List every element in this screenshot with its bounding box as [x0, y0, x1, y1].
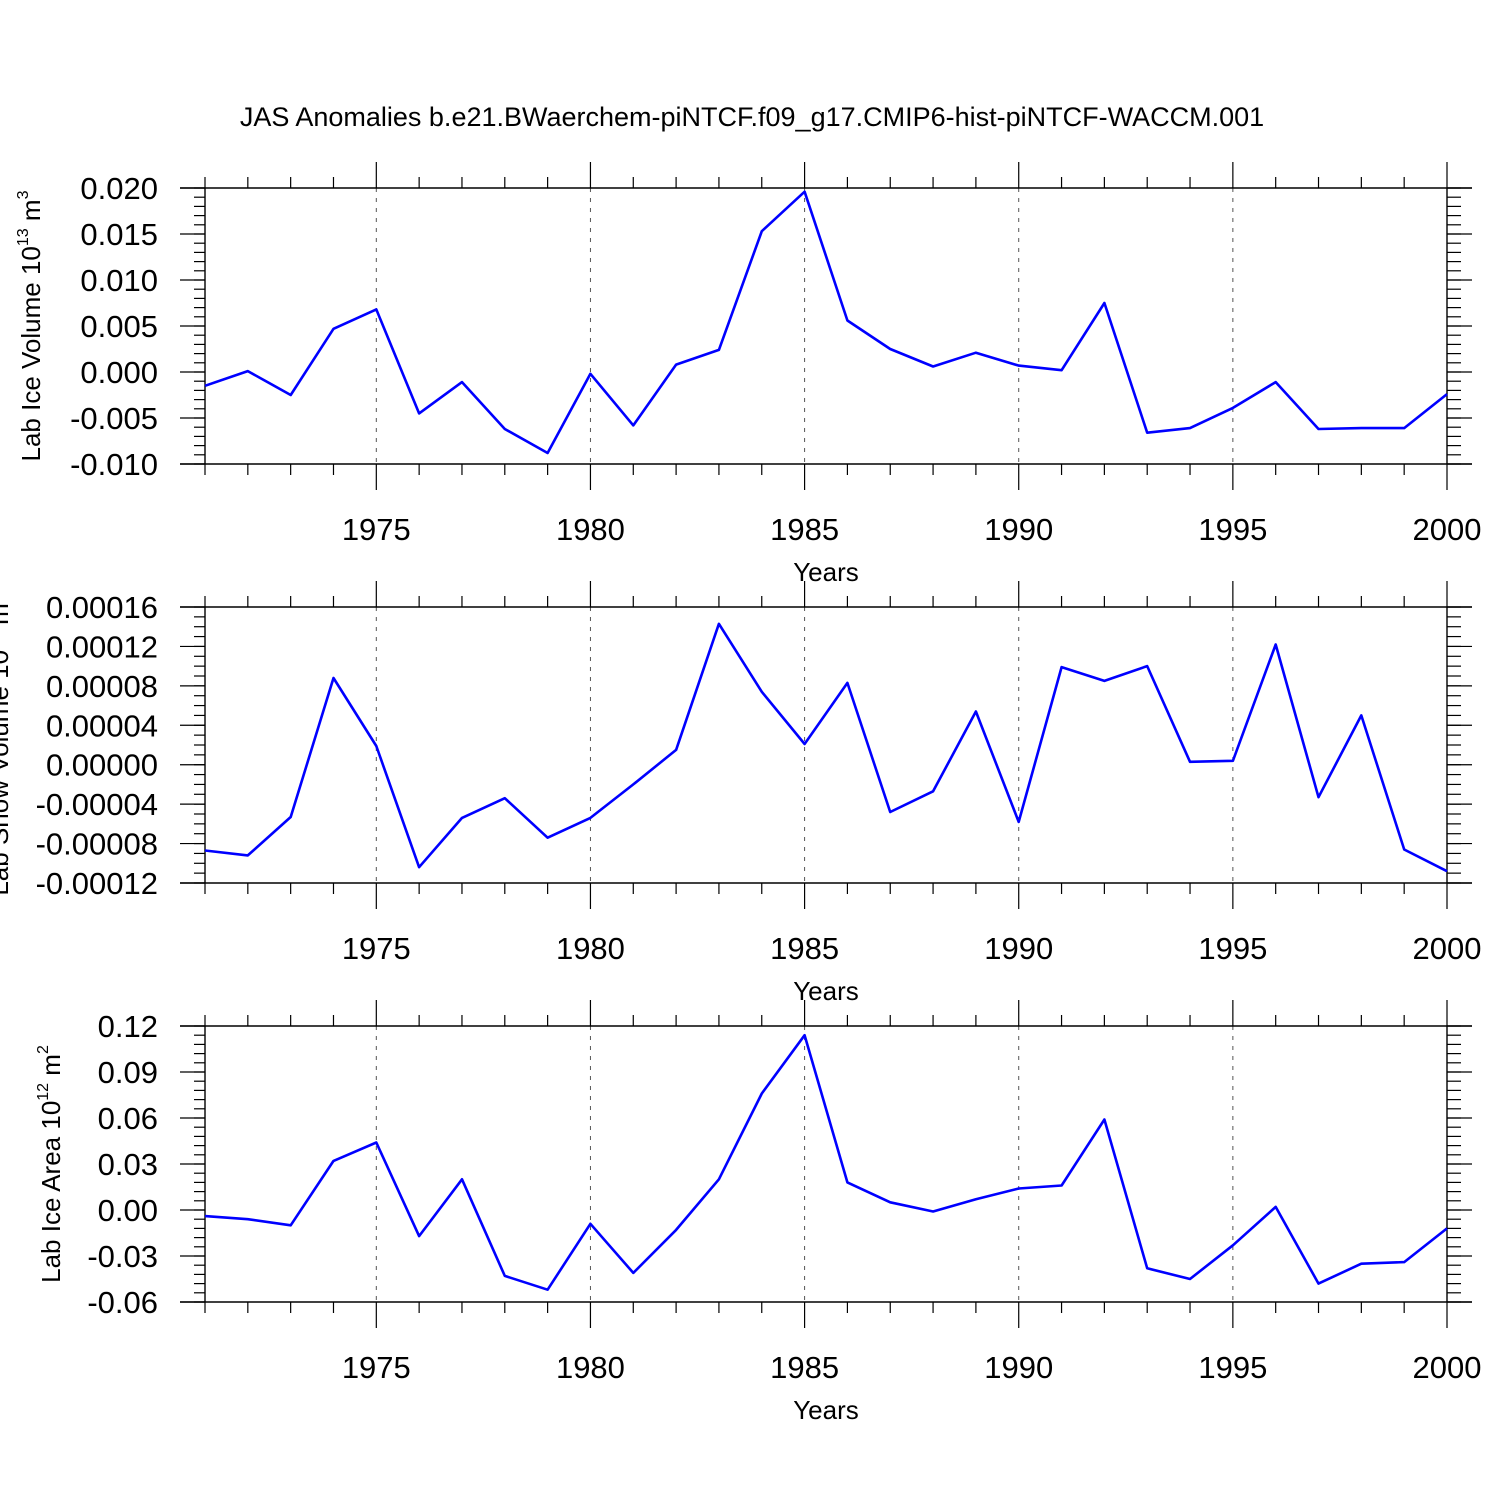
x-tick-label: 1975 [342, 1350, 411, 1385]
x-axis-title: Years [793, 1395, 859, 1425]
y-axis-title: Lab Snow Volume 1013 m3 [0, 594, 14, 895]
figure-title: JAS Anomalies b.e21.BWaerchem-piNTCF.f09… [240, 102, 1264, 132]
series-line [204, 190, 1448, 455]
panel-ice-area: 1975 1980 1985 1990 1995 2000 Years -0.06 -0.03 0… [35, 1000, 1481, 1425]
panels: 1975 1980 1985 1990 1995 2000 Years -0.010 -0.00… [0, 162, 1481, 1425]
series-line [204, 1033, 1448, 1291]
x-tick-label: 1980 [556, 512, 625, 547]
y-tick-label: 0.020 [80, 171, 158, 206]
x-tick-label: 1975 [342, 512, 411, 547]
y-tick-label: 0.03 [98, 1147, 158, 1182]
x-tick-label: 1980 [556, 1350, 625, 1385]
x-tick-label: 1995 [1198, 512, 1267, 547]
x-tick-label: 1985 [770, 512, 839, 547]
x-tick-label: 1995 [1198, 1350, 1267, 1385]
x-tick-label: 1995 [1198, 931, 1267, 966]
y-tick-label: 0.000 [80, 355, 158, 390]
y-tick-label: -0.03 [87, 1239, 158, 1274]
x-tick-label: 2000 [1413, 931, 1482, 966]
x-tick-label: 1990 [984, 512, 1053, 547]
y-tick-label: 0.00000 [46, 748, 158, 783]
y-tick-label: 0.00008 [46, 669, 158, 704]
x-tick-label: 1990 [984, 1350, 1053, 1385]
y-tick-label: -0.00012 [36, 866, 158, 901]
y-tick-label: -0.005 [70, 401, 158, 436]
x-tick-label: 1985 [770, 931, 839, 966]
y-tick-label: 0.00016 [46, 590, 158, 625]
x-tick-label: 1990 [984, 931, 1053, 966]
panel-snow-volume: 1975 1980 1985 1990 1995 2000 Years -0.00012 -0.… [0, 581, 1481, 1006]
panel-ice-volume: 1975 1980 1985 1990 1995 2000 Years -0.010 -0.00… [15, 162, 1481, 587]
y-tick-label: 0.09 [98, 1055, 158, 1090]
y-tick-label: 0.00 [98, 1193, 158, 1228]
x-tick-label: 1975 [342, 931, 411, 966]
y-tick-label: 0.005 [80, 309, 158, 344]
y-tick-label: -0.06 [87, 1285, 158, 1320]
y-tick-label: -0.010 [70, 447, 158, 482]
y-tick-label: 0.12 [98, 1009, 158, 1044]
y-tick-label: 0.06 [98, 1101, 158, 1136]
y-axis-title: Lab Ice Volume 1013 m3 [15, 190, 46, 461]
x-tick-label: 1985 [770, 1350, 839, 1385]
x-axis-title: Years [793, 976, 859, 1006]
y-tick-label: -0.00008 [36, 827, 158, 862]
y-axis-title: Lab Ice Area 1012 m2 [35, 1045, 66, 1283]
y-tick-label: 0.015 [80, 217, 158, 252]
series-line [204, 622, 1448, 873]
y-tick-label: 0.00004 [46, 708, 158, 743]
y-tick-label: 0.00012 [46, 629, 158, 664]
x-tick-label: 2000 [1413, 512, 1482, 547]
y-tick-label: -0.00004 [36, 787, 158, 822]
y-tick-label: 0.010 [80, 263, 158, 298]
x-tick-label: 1980 [556, 931, 625, 966]
x-tick-label: 2000 [1413, 1350, 1482, 1385]
x-axis-title: Years [793, 557, 859, 587]
